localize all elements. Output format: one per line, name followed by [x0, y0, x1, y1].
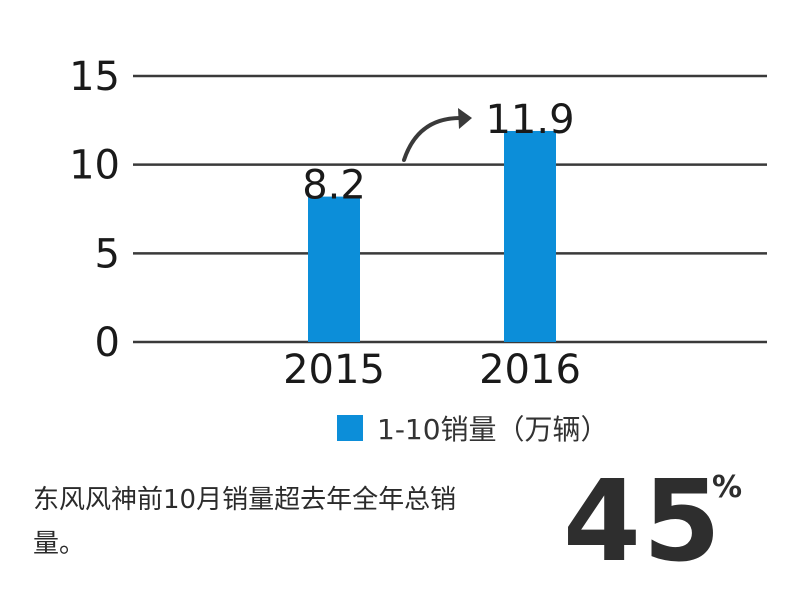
bar-value-label: 11.9 [485, 97, 574, 143]
bar-chart: 0 5 10 15 2015 2016 8.2 11.9 [69, 54, 767, 393]
highlight-percent: % [712, 470, 743, 505]
data-labels: 8.2 11.9 [302, 97, 574, 209]
legend-label: 1-10销量（万辆） [377, 413, 609, 446]
chart-legend: 1-10销量（万辆） [337, 408, 609, 448]
y-tick-label: 0 [95, 320, 120, 366]
highlight-number: 45 [563, 457, 723, 587]
y-tick-label: 15 [69, 54, 120, 100]
y-tick-label: 5 [95, 231, 120, 277]
legend-swatch [337, 415, 363, 441]
bars [308, 130, 556, 342]
bar-2016 [504, 130, 556, 342]
bar-value-label: 8.2 [302, 163, 366, 209]
gridlines [133, 74, 767, 344]
x-axis-labels: 2015 2016 [283, 347, 581, 393]
caption-text: 东风风神前10月销量超去年全年总销量。 [33, 485, 457, 559]
y-axis-ticks: 0 5 10 15 [69, 54, 120, 366]
x-category-label: 2015 [283, 347, 385, 393]
trend-arrow-icon [402, 116, 462, 162]
x-category-label: 2016 [479, 347, 581, 393]
y-tick-label: 10 [69, 143, 120, 189]
trend-arrow-head-icon [458, 108, 472, 129]
bar-2015 [308, 196, 360, 342]
